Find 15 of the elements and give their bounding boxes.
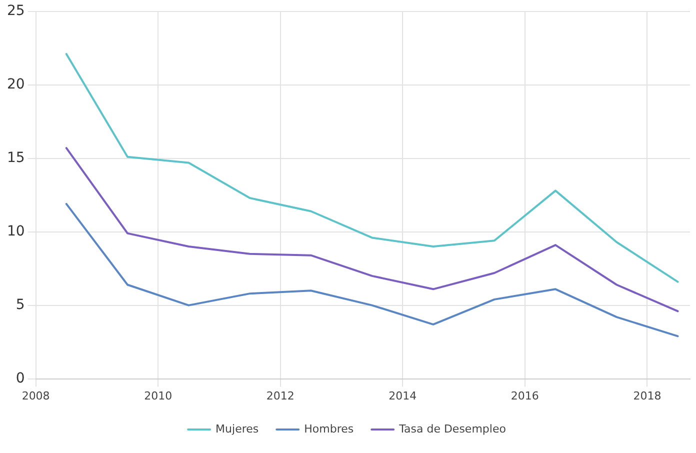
x-tick-label: 2012: [266, 389, 294, 402]
y-tick-label: 5: [16, 296, 25, 313]
y-tick-label: 0: [16, 370, 25, 386]
legend-label: Hombres: [304, 422, 354, 436]
x-tick-label: 2018: [633, 389, 662, 402]
legend-label: Mujeres: [216, 422, 259, 436]
x-tick-label: 2014: [388, 389, 417, 402]
x-tick-label: 2010: [144, 389, 172, 402]
y-tick-label: 25: [6, 3, 25, 20]
y-tick-label: 10: [6, 223, 25, 240]
x-tick-label: 2016: [510, 389, 539, 402]
legend-label: Tasa de Desempleo: [398, 422, 506, 436]
y-tick-label: 15: [6, 150, 25, 166]
y-tick-label: 20: [6, 76, 25, 93]
x-tick-label: 2008: [22, 389, 50, 402]
